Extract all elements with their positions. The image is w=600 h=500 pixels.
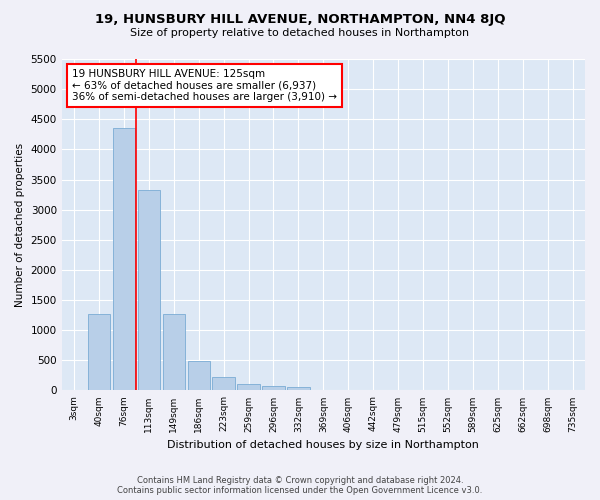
Text: Contains HM Land Registry data © Crown copyright and database right 2024.
Contai: Contains HM Land Registry data © Crown c… — [118, 476, 482, 495]
Bar — [212, 377, 235, 390]
Bar — [287, 387, 310, 390]
Bar — [88, 314, 110, 390]
Text: 19 HUNSBURY HILL AVENUE: 125sqm
← 63% of detached houses are smaller (6,937)
36%: 19 HUNSBURY HILL AVENUE: 125sqm ← 63% of… — [72, 69, 337, 102]
Bar — [188, 361, 210, 390]
Bar — [163, 314, 185, 390]
Bar — [137, 190, 160, 390]
Text: 19, HUNSBURY HILL AVENUE, NORTHAMPTON, NN4 8JQ: 19, HUNSBURY HILL AVENUE, NORTHAMPTON, N… — [95, 12, 505, 26]
Bar — [262, 386, 285, 390]
Y-axis label: Number of detached properties: Number of detached properties — [15, 142, 25, 307]
Bar — [238, 384, 260, 390]
Bar — [113, 128, 135, 390]
Text: Size of property relative to detached houses in Northampton: Size of property relative to detached ho… — [130, 28, 470, 38]
X-axis label: Distribution of detached houses by size in Northampton: Distribution of detached houses by size … — [167, 440, 479, 450]
